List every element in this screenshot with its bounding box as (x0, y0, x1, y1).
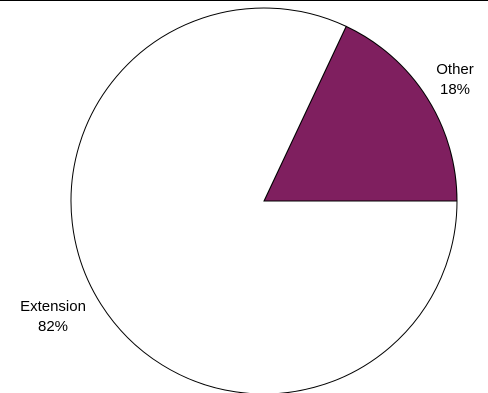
slice-value-label-extension: 82% (38, 318, 68, 335)
pie-slice-extension (70, 7, 458, 393)
pie-slice-other (263, 25, 458, 202)
slice-label-other: Other (436, 61, 474, 78)
slices-layer (70, 7, 458, 393)
slice-value-label-other: 18% (440, 81, 470, 98)
slice-label-extension: Extension (20, 298, 86, 315)
labels-layer: Other 18% Extension 82% (20, 61, 474, 335)
